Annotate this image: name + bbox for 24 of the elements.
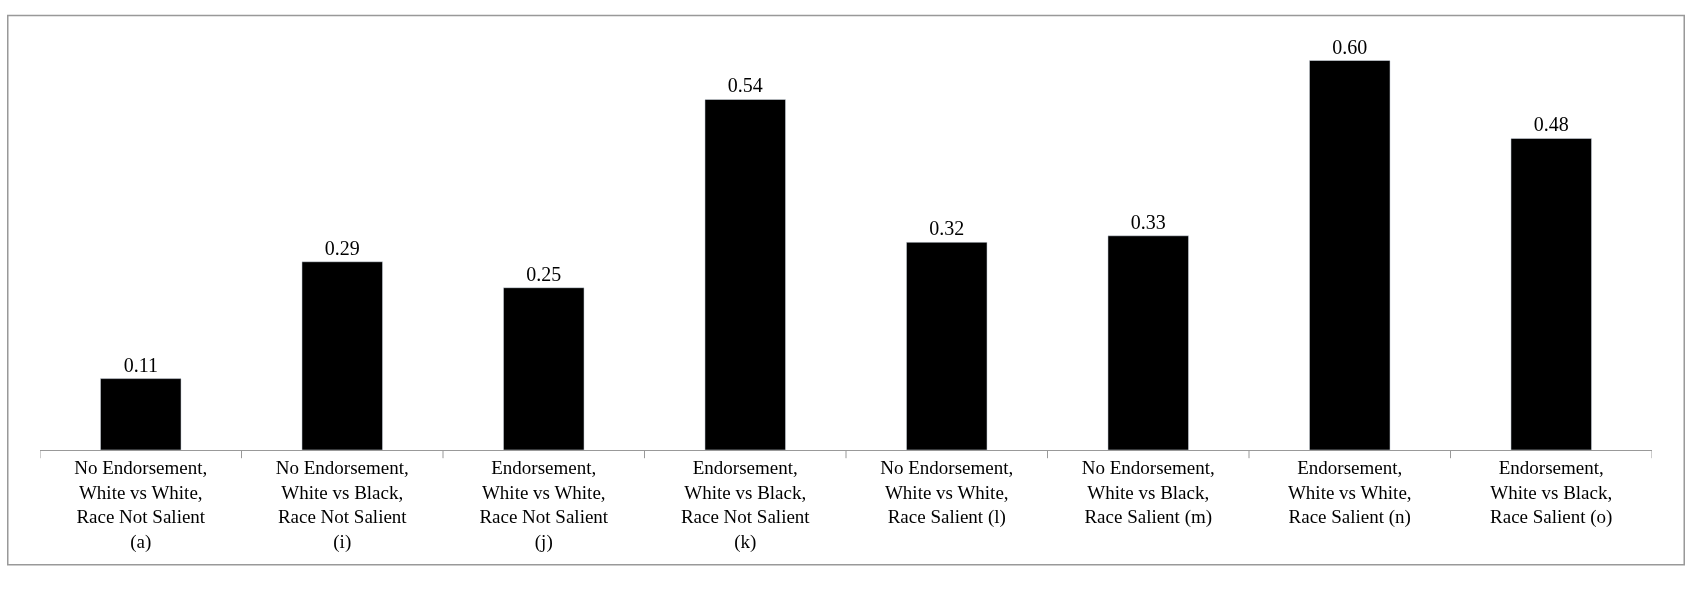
data-label: 0.33 (1130, 210, 1166, 233)
bar (704, 99, 786, 450)
bar (906, 242, 988, 450)
bar (1309, 60, 1391, 450)
bar (503, 287, 585, 450)
data-label: 0.29 (324, 236, 360, 259)
data-label: 0.32 (929, 217, 965, 240)
bar (1107, 235, 1189, 450)
x-tick-label: No Endorsement, White vs Black, Race Salient (m) (1081, 456, 1215, 529)
data-label: 0.11 (123, 353, 158, 376)
data-label: 0.48 (1533, 113, 1569, 136)
x-tick-label: Endorsement, White vs White, Race Not Salient (j) (479, 456, 609, 553)
bar (1510, 138, 1592, 450)
x-tick-label: Endorsement, White vs White, Race Salient (n) (1287, 456, 1412, 529)
data-label: 0.25 (526, 262, 562, 285)
x-tick-label: No Endorsement, White vs White, Race Salient (l) (880, 456, 1014, 529)
data-label: 0.60 (1332, 35, 1368, 58)
x-tick-label: No Endorsement, White vs Black, Race Not Salient (i) (275, 456, 409, 553)
x-tick-label: No Endorsement, White vs White, Race Not Salient (a) (74, 456, 208, 553)
bar (301, 261, 383, 450)
x-tick-label: Endorsement, White vs Black, Race Salient (o) (1490, 456, 1613, 529)
bar (100, 378, 182, 450)
x-tick-label: Endorsement, White vs Black, Race Not Salient (k) (680, 456, 811, 553)
data-label: 0.54 (727, 74, 763, 97)
